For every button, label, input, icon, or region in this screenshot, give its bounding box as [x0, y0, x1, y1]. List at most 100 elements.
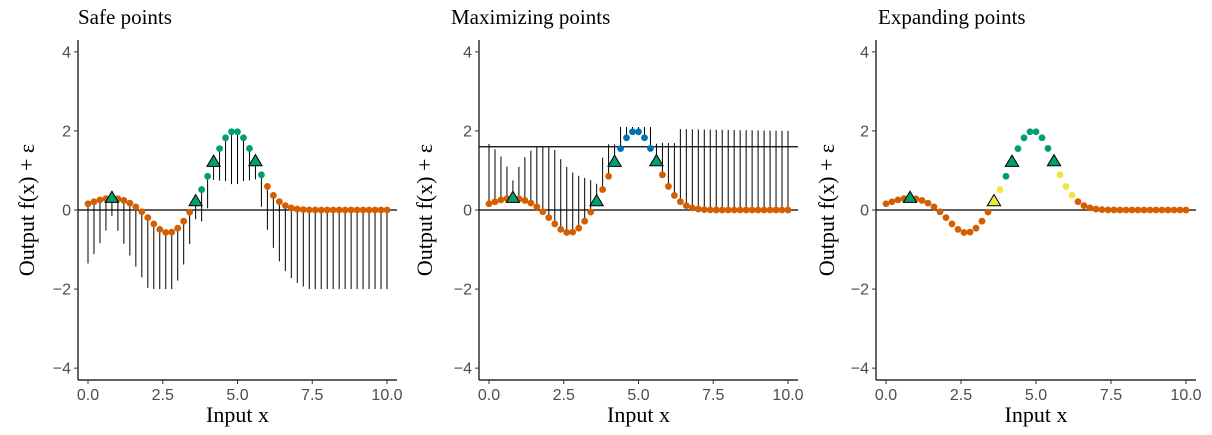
data-point — [718, 206, 726, 214]
data-point — [180, 217, 188, 225]
data-point — [659, 171, 666, 179]
x-tick-label: 2.5 — [553, 387, 575, 404]
data-point — [1002, 172, 1010, 180]
x-axis-title: Input x — [607, 402, 670, 427]
data-point — [694, 205, 702, 213]
y-tick-label: −2 — [851, 282, 869, 299]
data-point — [736, 206, 744, 214]
data-point — [1128, 206, 1136, 214]
data-point — [1056, 171, 1064, 179]
data-point — [894, 196, 902, 204]
y-tick-label: −4 — [454, 361, 472, 378]
data-point — [1110, 206, 1118, 214]
data-point — [569, 228, 577, 236]
data-point — [539, 208, 547, 216]
data-point — [1020, 134, 1028, 142]
data-point — [1032, 128, 1040, 136]
data-point — [293, 205, 301, 213]
data-point — [186, 208, 194, 216]
data-point — [305, 206, 313, 214]
data-point — [954, 225, 962, 233]
data-point — [491, 198, 499, 206]
data-point — [682, 202, 690, 210]
data-point — [766, 206, 774, 214]
x-tick-label: 5.0 — [627, 387, 649, 404]
data-point — [377, 206, 385, 214]
data-point — [1164, 206, 1172, 214]
data-point — [575, 224, 583, 232]
data-point — [1014, 145, 1022, 153]
observed-triangle — [589, 193, 605, 207]
x-tick-label: 10.0 — [371, 387, 402, 404]
data-point — [264, 183, 271, 190]
data-point — [533, 203, 541, 211]
data-point — [168, 228, 176, 236]
x-tick-label: 5.0 — [226, 387, 248, 404]
data-point — [156, 225, 164, 233]
data-point — [966, 228, 974, 236]
data-point — [228, 128, 235, 136]
data-point — [365, 206, 373, 214]
x-tick-label: 10.0 — [772, 387, 803, 404]
data-point — [882, 200, 890, 208]
data-point — [497, 196, 505, 204]
observed-triangle — [648, 153, 664, 167]
panel-2: Maximizing points −4 −2 0 2 4 0.0 2.5 5.0 7.5 10.0… — [412, 5, 804, 427]
data-point — [84, 200, 92, 208]
y-tick-label: 0 — [62, 203, 71, 220]
data-point — [1044, 145, 1052, 152]
data-point — [132, 203, 140, 211]
data-point — [724, 206, 732, 214]
data-point — [216, 145, 223, 153]
data-point — [1116, 206, 1124, 214]
data-point — [198, 186, 206, 193]
data-point — [557, 225, 565, 233]
data-point — [670, 192, 678, 199]
data-point — [617, 145, 624, 153]
data-point — [1092, 205, 1100, 213]
data-point — [240, 134, 247, 142]
data-point — [1062, 183, 1070, 190]
data-point — [1158, 206, 1166, 214]
data-point — [742, 206, 750, 214]
x-tick-label: 0.0 — [478, 387, 500, 404]
data-point — [246, 145, 253, 152]
x-tick-label: 2.5 — [152, 387, 174, 404]
data-point — [676, 198, 684, 206]
observed-triangle — [206, 154, 222, 167]
data-point — [599, 186, 607, 193]
data-point — [311, 206, 319, 214]
data-point — [984, 208, 992, 216]
data-point — [972, 224, 980, 232]
data-point — [772, 206, 780, 214]
data-point — [287, 204, 295, 212]
data-point — [527, 199, 535, 207]
data-point — [1152, 206, 1160, 214]
data-point — [120, 197, 128, 204]
data-point — [485, 200, 493, 208]
data-point — [281, 202, 289, 210]
x-axis-title: Input x — [206, 402, 269, 427]
panel-1: Safe points −4 −2 0 2 4 0.0 2.5 5.0 7.5 10.0 Input … — [14, 5, 403, 427]
data-point — [760, 206, 768, 214]
observed-triangle — [247, 153, 263, 167]
data-point — [563, 229, 571, 236]
data-point — [930, 203, 938, 211]
data-point — [605, 172, 612, 180]
data-point — [1170, 206, 1178, 214]
data-point — [778, 206, 786, 214]
data-point — [1122, 206, 1130, 214]
y-tick-label: −4 — [851, 361, 869, 378]
panel-title: Safe points — [78, 5, 172, 29]
x-tick-label: 5.0 — [1025, 387, 1047, 404]
y-tick-label: 2 — [860, 123, 869, 140]
observed-triangle — [986, 193, 1002, 207]
data-point — [1104, 206, 1112, 214]
data-point — [1038, 134, 1046, 142]
y-tick-label: −2 — [53, 282, 71, 299]
data-point — [234, 128, 241, 136]
y-axis-title: Output f(x) + ε — [814, 144, 839, 276]
data-point — [587, 208, 595, 216]
data-point — [204, 172, 212, 180]
